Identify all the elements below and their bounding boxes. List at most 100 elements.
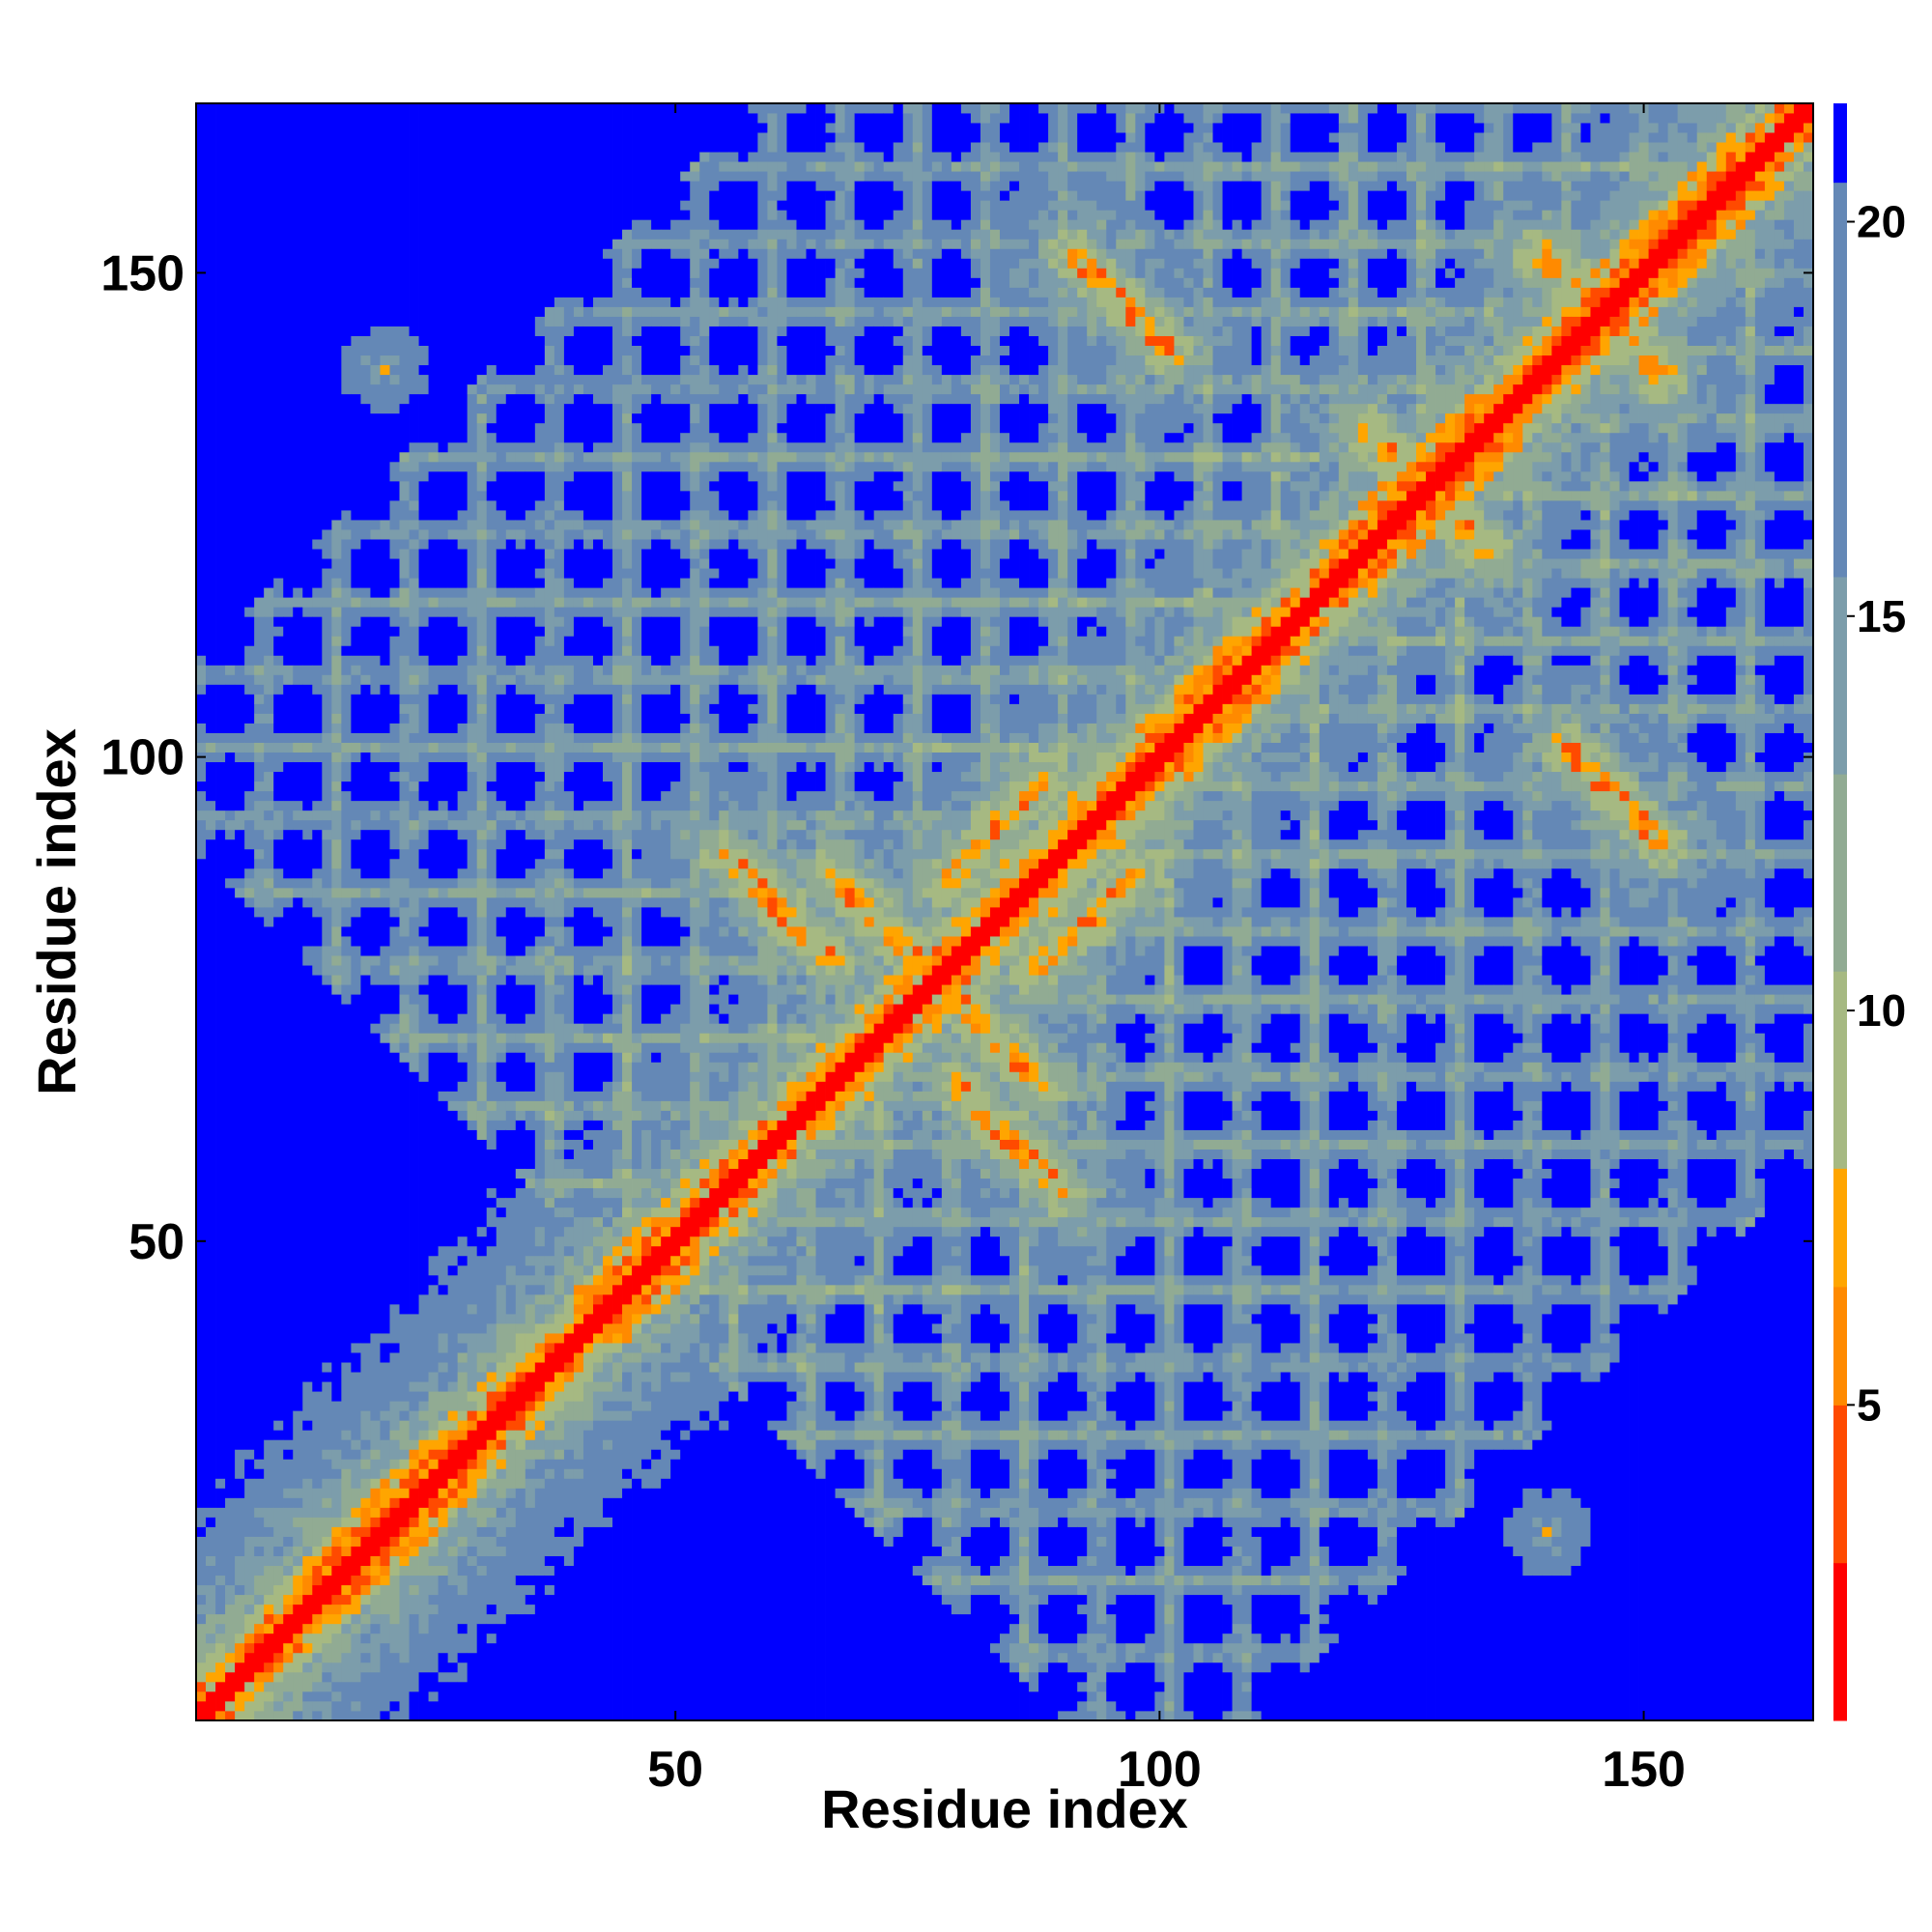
heatmap-cell-run — [844, 287, 856, 307]
heatmap-cell-run — [728, 171, 739, 182]
heatmap-cell-run — [931, 451, 943, 472]
heatmap-cell-run — [632, 848, 642, 860]
heatmap-cell-run — [893, 210, 904, 240]
heatmap-cell-run — [796, 1410, 807, 1431]
heatmap-cell-run — [738, 103, 749, 162]
heatmap-cell-run — [912, 1091, 923, 1101]
heatmap-cell-run — [496, 470, 507, 511]
heatmap-cell-run — [661, 955, 671, 966]
heatmap-cell-run — [786, 248, 797, 259]
heatmap-cell-run — [312, 867, 323, 879]
heatmap-cell-run — [389, 1459, 400, 1469]
heatmap-cell-run — [777, 345, 787, 385]
heatmap-cell-run — [912, 1013, 923, 1024]
heatmap-cell-run — [418, 829, 429, 850]
heatmap-cell-run — [941, 1362, 952, 1373]
heatmap-cell-run — [603, 994, 613, 1014]
heatmap-cell-run — [873, 1517, 885, 1527]
heatmap-cell-run — [893, 1110, 904, 1121]
heatmap-cell-run — [690, 558, 700, 569]
heatmap-cell-run — [748, 1372, 758, 1382]
heatmap-cell-run — [912, 1062, 923, 1072]
heatmap-cell-run — [273, 1652, 284, 1663]
heatmap-cell-run — [680, 248, 691, 259]
heatmap-cell-run — [767, 607, 778, 617]
heatmap-cell-run — [592, 752, 604, 763]
heatmap-cell-run — [622, 578, 633, 617]
heatmap-cell-run — [864, 103, 875, 114]
heatmap-cell-run — [283, 1575, 294, 1596]
heatmap-cell-run — [254, 713, 265, 724]
heatmap-cell-run — [893, 451, 904, 472]
heatmap-cell-run — [563, 1536, 575, 1567]
heatmap-cell-run — [409, 335, 419, 395]
heatmap-cell-run — [409, 1536, 419, 1547]
heatmap-cell-run — [883, 1149, 895, 1160]
heatmap-cell-run — [844, 306, 856, 317]
heatmap-cell-run — [632, 810, 642, 831]
heatmap-cell-run — [341, 1536, 352, 1547]
heatmap-cell-run — [912, 1343, 923, 1363]
heatmap-cell-run — [563, 1372, 575, 1382]
heatmap-cell-run — [931, 510, 943, 521]
heatmap-cell-run — [699, 297, 710, 336]
heatmap-cell-run — [883, 984, 895, 995]
heatmap-cell-run — [767, 190, 778, 201]
heatmap-cell-run — [661, 326, 671, 376]
heatmap-cell-run — [854, 1488, 866, 1498]
heatmap-cell-run — [409, 887, 419, 918]
heatmap-cell-run — [767, 499, 778, 511]
heatmap-cell-run — [486, 1526, 497, 1537]
heatmap-cell-run — [748, 1042, 758, 1053]
heatmap-cell-run — [883, 1293, 895, 1334]
heatmap-cell-run — [970, 1584, 981, 1596]
heatmap-cell-run — [496, 800, 507, 811]
heatmap-cell-run — [331, 1690, 342, 1702]
heatmap-cell-run — [931, 441, 943, 453]
heatmap-cell-run — [612, 470, 623, 521]
heatmap-cell-run — [302, 1700, 313, 1721]
heatmap-cell-run — [582, 1100, 594, 1111]
heatmap-cell-run — [418, 539, 429, 550]
heatmap-cell-run — [960, 578, 972, 598]
heatmap-cell-run — [651, 1245, 662, 1276]
heatmap-cell-run — [980, 955, 991, 985]
heatmap-cell-run — [835, 461, 845, 472]
heatmap-cell-run — [883, 1042, 895, 1053]
heatmap-cell-run — [873, 1449, 885, 1460]
heatmap-cell-run — [563, 1207, 575, 1218]
heatmap-cell-run — [815, 1042, 826, 1053]
heatmap-cell-run — [835, 636, 845, 666]
heatmap-cell-run — [641, 326, 652, 376]
heatmap-cell-run — [302, 906, 313, 947]
heatmap-cell-run — [951, 1178, 962, 1189]
heatmap-cell-run — [476, 1352, 488, 1373]
heatmap-cell-run — [544, 1478, 555, 1556]
heatmap-cell-run — [457, 1343, 469, 1353]
heatmap-cell-run — [244, 616, 255, 646]
heatmap-cell-run — [844, 800, 856, 811]
heatmap-cell-run — [505, 761, 517, 811]
heatmap-cell-run — [273, 597, 284, 608]
heatmap-cell-run — [534, 520, 546, 530]
heatmap-cell-run — [883, 1439, 895, 1498]
heatmap-cell-run — [496, 1555, 507, 1625]
heatmap-cell-run — [603, 1497, 613, 1518]
heatmap-cell-run — [582, 539, 594, 550]
heatmap-cell-run — [322, 1372, 332, 1382]
heatmap-cell-run — [573, 1468, 584, 1479]
heatmap-cell-run — [215, 1613, 226, 1625]
heatmap-cell-run — [670, 781, 681, 811]
heatmap-cell-run — [951, 1381, 962, 1402]
heatmap-cell-run — [806, 316, 816, 327]
heatmap-cell-run — [370, 1526, 381, 1556]
heatmap-cell-run — [757, 1100, 768, 1111]
heatmap-cell-run — [476, 422, 488, 463]
heatmap-cell-run — [641, 306, 652, 317]
heatmap-cell-run — [815, 171, 826, 191]
heatmap-cell-run — [931, 1197, 943, 1208]
heatmap-cell-run — [970, 1226, 981, 1237]
heatmap-cell-run — [273, 752, 284, 773]
heatmap-cell-run — [351, 587, 361, 598]
heatmap-cell-run — [582, 1187, 594, 1218]
